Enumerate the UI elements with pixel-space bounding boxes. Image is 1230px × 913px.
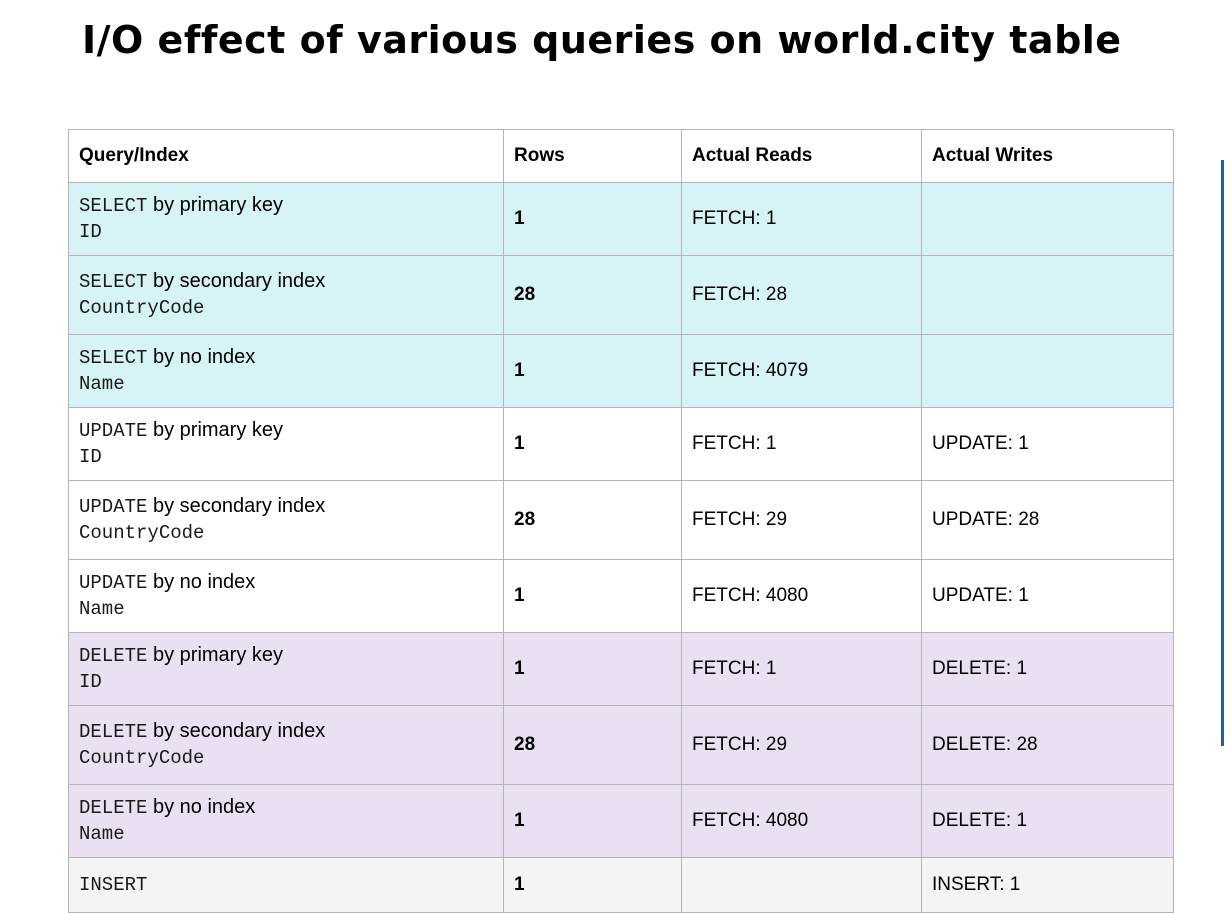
table-row: SELECT by no index Name 1 FETCH: 4079	[68, 334, 1174, 408]
actual-writes-cell: INSERT: 1	[921, 857, 1174, 913]
query-cell: SELECT by primary key ID	[68, 182, 504, 256]
table-row: SELECT by secondary index CountryCode 28 FE…	[68, 255, 1174, 335]
table-row: SELECT by primary key ID 1 FETCH: 1	[68, 182, 1174, 256]
query-line: UPDATE by secondary index	[79, 494, 493, 520]
query-line: SELECT by no index	[79, 345, 493, 371]
header-actual-reads: Actual Reads	[681, 129, 922, 183]
query-line: DELETE by primary key	[79, 643, 493, 669]
scroll-edge-indicator	[1221, 160, 1224, 746]
query-line: DELETE by secondary index	[79, 719, 493, 745]
actual-reads-cell: FETCH: 4079	[681, 334, 922, 408]
actual-writes-cell: UPDATE: 28	[921, 480, 1174, 560]
table-row: UPDATE by no index Name 1 FETCH: 4080 UPDATE…	[68, 559, 1174, 633]
query-description: by secondary index	[147, 270, 326, 292]
query-keyword: INSERT	[79, 874, 148, 896]
table-body: SELECT by primary key ID 1 FETCH: 1 SELECT b…	[68, 182, 1174, 913]
rows-cell: 28	[503, 480, 682, 560]
rows-cell: 1	[503, 334, 682, 408]
index-column-name: ID	[79, 446, 102, 468]
rows-cell: 1	[503, 784, 682, 858]
actual-reads-cell: FETCH: 4080	[681, 784, 922, 858]
rows-cell: 1	[503, 182, 682, 256]
table-row: UPDATE by secondary index CountryCode 28 FE…	[68, 480, 1174, 560]
index-column-name: Name	[79, 823, 125, 845]
index-column-name: CountryCode	[79, 297, 205, 319]
query-cell: UPDATE by secondary index CountryCode	[68, 480, 504, 560]
rows-cell: 1	[503, 857, 682, 913]
query-cell: SELECT by no index Name	[68, 334, 504, 408]
actual-reads-cell	[681, 857, 922, 913]
rows-cell: 28	[503, 705, 682, 785]
actual-reads-cell: FETCH: 29	[681, 705, 922, 785]
table-row: UPDATE by primary key ID 1 FETCH: 1 UPDATE: …	[68, 407, 1174, 481]
query-description: by primary key	[147, 644, 284, 666]
table-header-row: Query/Index Rows Actual Reads Actual Wri…	[68, 129, 1174, 183]
index-column-name: ID	[79, 221, 102, 243]
query-keyword: UPDATE	[79, 572, 148, 594]
table-row: INSERT 1 INSERT: 1	[68, 857, 1174, 913]
rows-cell: 28	[503, 255, 682, 335]
query-cell: UPDATE by primary key ID	[68, 407, 504, 481]
actual-writes-cell: UPDATE: 1	[921, 559, 1174, 633]
query-cell: DELETE by secondary index CountryCode	[68, 705, 504, 785]
rows-cell: 1	[503, 632, 682, 706]
rows-cell: 1	[503, 559, 682, 633]
actual-reads-cell: FETCH: 4080	[681, 559, 922, 633]
actual-reads-cell: FETCH: 1	[681, 632, 922, 706]
query-description: by no index	[147, 571, 256, 593]
query-description: by no index	[147, 796, 256, 818]
index-column-name: Name	[79, 598, 125, 620]
header-actual-writes: Actual Writes	[921, 129, 1174, 183]
index-column-name: Name	[79, 373, 125, 395]
table-row: DELETE by no index Name 1 FETCH: 4080 DELETE…	[68, 784, 1174, 858]
table-row: DELETE by primary key ID 1 FETCH: 1 DELETE: …	[68, 632, 1174, 706]
query-keyword: UPDATE	[79, 496, 148, 518]
query-keyword: SELECT	[79, 271, 148, 293]
query-keyword: DELETE	[79, 721, 148, 743]
query-description: by primary key	[147, 419, 284, 441]
query-cell: DELETE by no index Name	[68, 784, 504, 858]
query-keyword: SELECT	[79, 195, 148, 217]
query-line: UPDATE by primary key	[79, 418, 493, 444]
actual-reads-cell: FETCH: 28	[681, 255, 922, 335]
query-cell: DELETE by primary key ID	[68, 632, 504, 706]
index-column-name: CountryCode	[79, 747, 205, 769]
query-description: by secondary index	[147, 495, 326, 517]
query-cell: SELECT by secondary index CountryCode	[68, 255, 504, 335]
table-row: DELETE by secondary index CountryCode 28 FE…	[68, 705, 1174, 785]
actual-writes-cell: UPDATE: 1	[921, 407, 1174, 481]
query-description: by secondary index	[147, 720, 326, 742]
actual-writes-cell: DELETE: 1	[921, 632, 1174, 706]
query-description: by no index	[147, 346, 256, 368]
query-keyword: DELETE	[79, 645, 148, 667]
query-line: INSERT	[79, 872, 493, 898]
page-title: I/O effect of various queries on world.c…	[82, 18, 1122, 62]
query-line: DELETE by no index	[79, 795, 493, 821]
query-keyword: DELETE	[79, 797, 148, 819]
actual-writes-cell: DELETE: 1	[921, 784, 1174, 858]
actual-writes-cell	[921, 255, 1174, 335]
index-column-name: ID	[79, 671, 102, 693]
actual-reads-cell: FETCH: 1	[681, 407, 922, 481]
query-keyword: SELECT	[79, 347, 148, 369]
query-line: SELECT by primary key	[79, 193, 493, 219]
actual-reads-cell: FETCH: 1	[681, 182, 922, 256]
query-keyword: UPDATE	[79, 420, 148, 442]
query-line: SELECT by secondary index	[79, 269, 493, 295]
rows-cell: 1	[503, 407, 682, 481]
actual-writes-cell: DELETE: 28	[921, 705, 1174, 785]
query-line: UPDATE by no index	[79, 570, 493, 596]
actual-writes-cell	[921, 334, 1174, 408]
query-cell: UPDATE by no index Name	[68, 559, 504, 633]
header-query-index: Query/Index	[68, 129, 504, 183]
query-description: by primary key	[147, 194, 284, 216]
index-column-name: CountryCode	[79, 522, 205, 544]
actual-reads-cell: FETCH: 29	[681, 480, 922, 560]
query-cell: INSERT	[68, 857, 504, 913]
actual-writes-cell	[921, 182, 1174, 256]
header-rows: Rows	[503, 129, 682, 183]
io-effect-table: Query/Index Rows Actual Reads Actual Wri…	[68, 129, 1174, 913]
